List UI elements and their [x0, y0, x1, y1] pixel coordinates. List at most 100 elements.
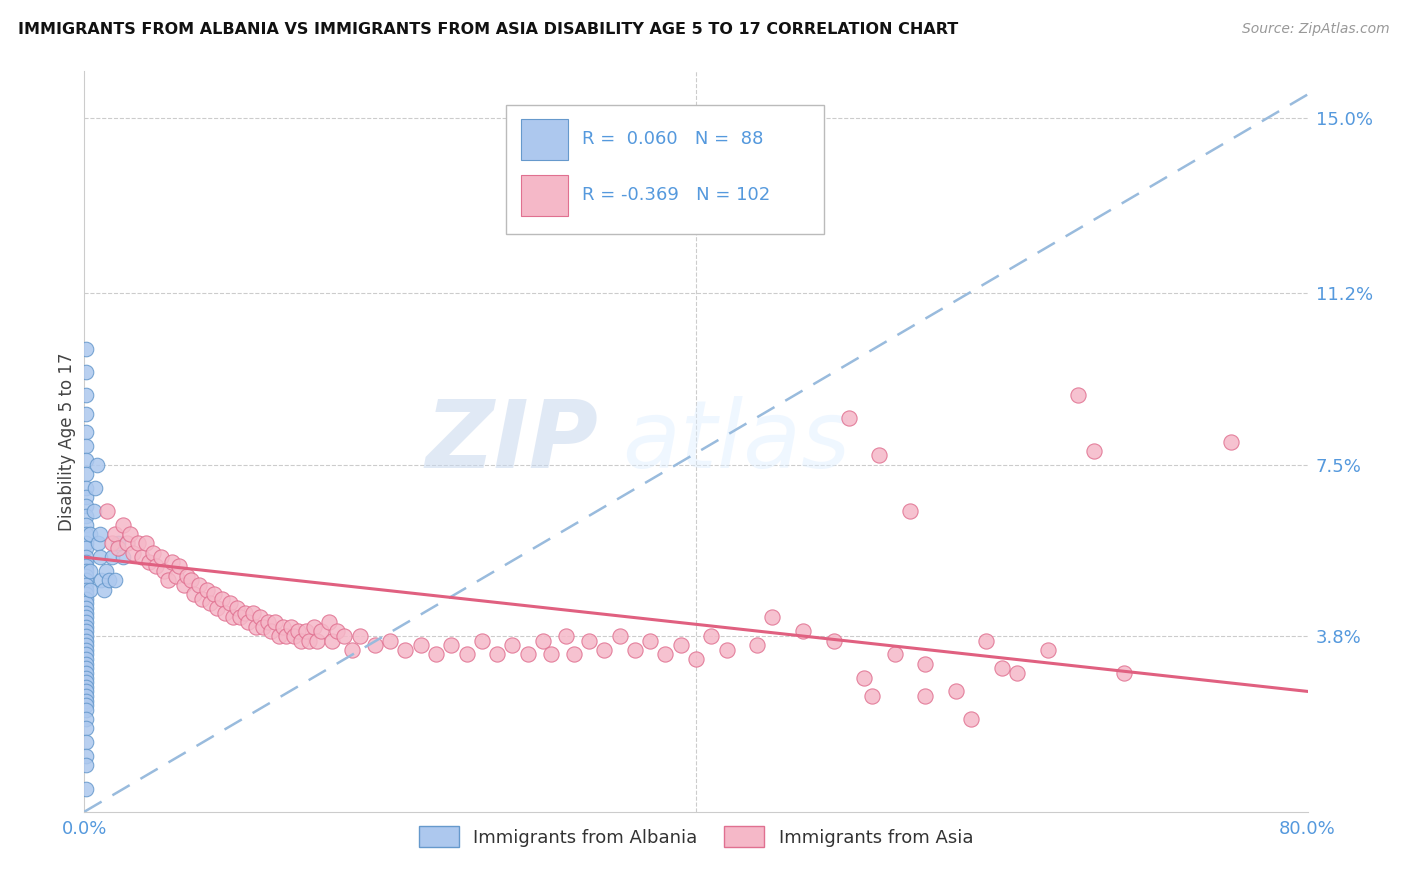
Legend: Immigrants from Albania, Immigrants from Asia: Immigrants from Albania, Immigrants from… — [412, 819, 980, 855]
Point — [75, 657, 97, 671]
Point — [107, 536, 129, 550]
Point — [364, 638, 387, 652]
Point — [471, 633, 494, 648]
Point — [75, 694, 97, 708]
Point — [160, 555, 183, 569]
Point — [127, 536, 149, 550]
Point — [555, 629, 578, 643]
Point — [260, 624, 283, 639]
Point — [898, 504, 921, 518]
Point — [311, 624, 333, 639]
Point — [340, 642, 363, 657]
Point — [295, 624, 318, 639]
Point — [838, 411, 860, 425]
Point — [75, 568, 97, 582]
Point — [75, 500, 97, 514]
Point — [302, 619, 325, 633]
Point — [198, 597, 221, 611]
Point — [120, 527, 142, 541]
Point — [252, 619, 274, 633]
Point — [75, 582, 97, 597]
Point — [75, 578, 97, 592]
Point — [142, 545, 165, 560]
Point — [75, 781, 97, 796]
Point — [138, 555, 160, 569]
Point — [1220, 434, 1243, 449]
Point — [75, 508, 97, 523]
Point — [221, 610, 243, 624]
Point — [101, 536, 124, 550]
Point — [75, 652, 97, 666]
Text: Source: ZipAtlas.com: Source: ZipAtlas.com — [1241, 22, 1389, 37]
Point — [654, 648, 676, 662]
Point — [111, 550, 134, 565]
Point — [883, 648, 905, 662]
Point — [149, 550, 172, 565]
Point — [173, 578, 195, 592]
Point — [1083, 443, 1105, 458]
Point — [165, 568, 187, 582]
Point — [111, 517, 134, 532]
Point — [176, 568, 198, 582]
Point — [89, 527, 111, 541]
Point — [122, 545, 145, 560]
Point — [75, 629, 97, 643]
Point — [249, 610, 271, 624]
Point — [325, 624, 347, 639]
Point — [638, 633, 661, 648]
Point — [75, 555, 97, 569]
Point — [298, 633, 321, 648]
Point — [853, 671, 876, 685]
Text: atlas: atlas — [623, 396, 851, 487]
Point — [104, 527, 127, 541]
Point — [409, 638, 432, 652]
Point — [167, 559, 190, 574]
Point — [380, 633, 402, 648]
Point — [945, 684, 967, 698]
Point — [104, 574, 127, 588]
Point — [914, 689, 936, 703]
Point — [75, 481, 97, 495]
Point — [84, 481, 107, 495]
Point — [75, 680, 97, 694]
Point — [101, 550, 124, 565]
Point — [153, 564, 176, 578]
Point — [86, 458, 108, 472]
Point — [869, 449, 891, 463]
Point — [991, 661, 1014, 675]
Point — [976, 633, 998, 648]
Point — [75, 490, 97, 504]
Point — [280, 619, 302, 633]
Point — [685, 652, 707, 666]
Point — [75, 388, 97, 402]
Point — [456, 648, 478, 662]
Point — [516, 648, 538, 662]
Point — [75, 735, 97, 749]
Point — [183, 587, 205, 601]
Point — [75, 661, 97, 675]
Point — [75, 675, 97, 690]
Point — [202, 587, 225, 601]
Point — [75, 564, 97, 578]
Point — [226, 601, 249, 615]
Point — [75, 698, 97, 713]
Point — [75, 541, 97, 555]
Point — [669, 638, 692, 652]
Point — [716, 642, 738, 657]
Point — [75, 712, 97, 726]
Point — [1114, 665, 1136, 680]
Point — [188, 578, 211, 592]
Point — [75, 648, 97, 662]
Point — [75, 439, 97, 453]
Point — [1067, 388, 1090, 402]
Point — [394, 642, 416, 657]
Point — [75, 601, 97, 615]
Point — [75, 407, 97, 421]
Point — [135, 536, 157, 550]
Point — [180, 574, 202, 588]
Point — [94, 564, 117, 578]
Point — [283, 629, 305, 643]
Point — [593, 642, 616, 657]
Point — [90, 574, 112, 588]
Point — [75, 453, 97, 467]
